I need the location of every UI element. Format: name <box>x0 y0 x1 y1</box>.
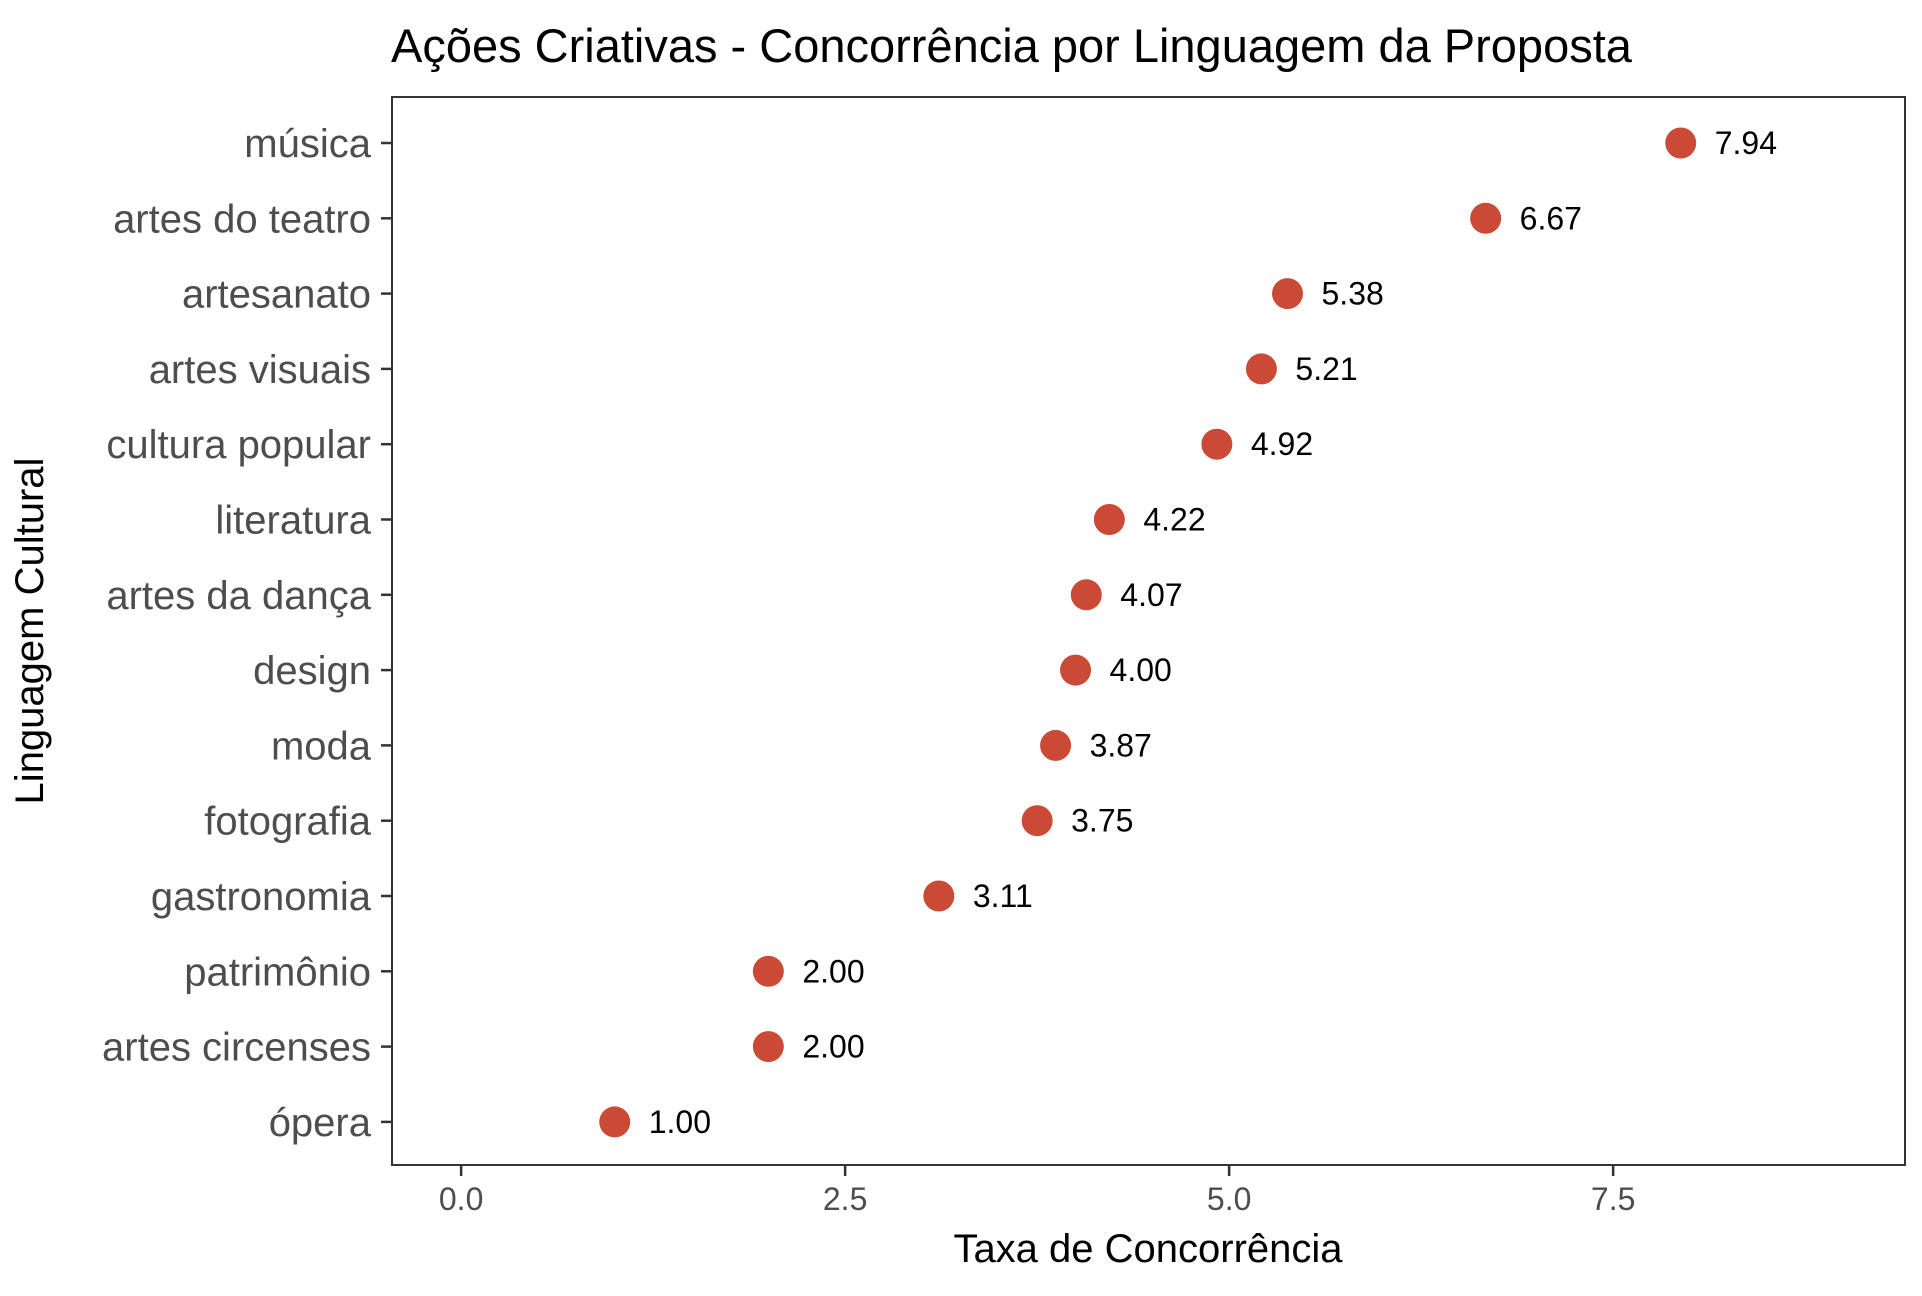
y-tick-label: ópera <box>269 1101 372 1145</box>
data-point <box>1060 654 1092 686</box>
data-point <box>1040 729 1072 761</box>
x-axis-title: Taxa de Concorrência <box>953 1227 1343 1271</box>
data-point <box>1201 428 1233 460</box>
data-label: 4.00 <box>1110 652 1172 688</box>
x-tick-label: 7.5 <box>1591 1181 1635 1217</box>
y-tick-label: design <box>253 649 371 693</box>
y-tick-label: patrimônio <box>184 950 371 994</box>
plot-panel-border <box>391 96 1906 1166</box>
x-tick-label: 0.0 <box>439 1181 483 1217</box>
y-tick-label: artes visuais <box>149 348 371 392</box>
data-label: 4.92 <box>1251 426 1313 462</box>
y-tick-label: artes circenses <box>102 1026 371 1070</box>
data-label: 4.07 <box>1120 577 1182 613</box>
y-tick-label: moda <box>271 724 372 768</box>
y-tick-label: literatura <box>215 499 371 543</box>
data-point <box>752 955 784 987</box>
data-point <box>1021 805 1053 837</box>
data-label: 2.00 <box>802 953 864 989</box>
data-point <box>599 1106 631 1138</box>
y-tick-label: artesanato <box>182 273 371 317</box>
y-tick-label: cultura popular <box>106 423 371 467</box>
data-point <box>1093 504 1125 535</box>
data-labels: 7.94 6.67 5.38 5.21 4.92 4.22 4.07 4.00 3.87 3.75… <box>649 125 1777 1140</box>
chart-title: Ações Criativas - Concorrência por Lingu… <box>391 19 1633 72</box>
y-tick-label: fotografia <box>204 800 372 844</box>
data-label: 3.75 <box>1071 803 1133 839</box>
data-point <box>1470 202 1502 234</box>
data-point <box>1070 579 1102 611</box>
data-point <box>1272 278 1304 310</box>
data-label: 7.94 <box>1715 125 1777 161</box>
y-tick-label: gastronomia <box>151 875 372 919</box>
data-label: 5.38 <box>1322 276 1384 312</box>
data-point <box>1665 127 1697 159</box>
data-label: 3.87 <box>1090 727 1152 763</box>
y-axis: música artes do teatro artesanato artes vis… <box>102 122 392 1145</box>
y-tick-label: música <box>244 122 371 166</box>
data-label: 4.22 <box>1143 502 1205 538</box>
data-label: 1.00 <box>649 1104 711 1140</box>
data-label: 6.67 <box>1520 200 1582 236</box>
data-point <box>752 1031 784 1063</box>
data-label: 5.21 <box>1295 351 1357 387</box>
x-tick-label: 2.5 <box>823 1181 867 1217</box>
data-point <box>1245 353 1277 385</box>
data-label: 2.00 <box>802 1029 864 1065</box>
data-points <box>599 127 1697 1138</box>
y-tick-label: artes do teatro <box>113 197 371 241</box>
data-label: 3.11 <box>973 878 1033 914</box>
x-tick-label: 5.0 <box>1207 1181 1251 1217</box>
y-tick-label: artes da dança <box>106 574 371 618</box>
data-point <box>923 880 955 912</box>
y-axis-title: Linguagem Cultural <box>8 458 52 805</box>
x-axis: 0.0 2.5 5.0 7.5 <box>439 1165 1635 1217</box>
